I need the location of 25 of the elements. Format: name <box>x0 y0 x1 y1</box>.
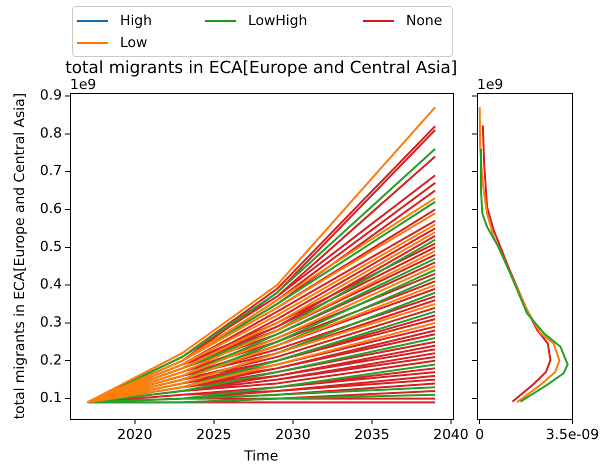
x-tick-label: 0 <box>475 426 484 443</box>
legend-label: LowHigh <box>248 12 308 28</box>
x-tick-label: 2020 <box>117 426 152 443</box>
text: 1e9 <box>70 77 96 94</box>
x-tick-label: 2035 <box>354 426 390 443</box>
y-tick-label: 0.7 <box>40 163 62 180</box>
legend-label: Low <box>120 34 148 50</box>
x-axis-title: Time <box>243 448 278 464</box>
y-tick-label: 0.6 <box>40 201 62 218</box>
y-tick-label: 0.8 <box>40 125 62 142</box>
y-tick-label: 0.3 <box>40 314 62 331</box>
legend-label: None <box>406 12 442 28</box>
y-tick-label: 0.1 <box>40 390 62 406</box>
text: 1e9 <box>477 77 504 94</box>
x-tick-label: 3.5e-09 <box>546 426 600 443</box>
x-tick-label: 2030 <box>275 426 311 443</box>
y-tick-label: 0.2 <box>40 352 62 368</box>
y-axis-title: total migrants in ECA[Europe and Central Asia] <box>12 92 28 420</box>
legend-label: High <box>120 12 152 28</box>
y-tick-label: 0.5 <box>40 238 62 255</box>
x-tick-label: 2040 <box>433 426 469 443</box>
y-tick-label: 0.9 <box>40 88 62 104</box>
x-tick-label: 2025 <box>196 426 232 443</box>
y-tick-label: 0.4 <box>40 276 62 293</box>
chart-title: total migrants in ECA[Europe and Central Asia] <box>65 57 458 77</box>
